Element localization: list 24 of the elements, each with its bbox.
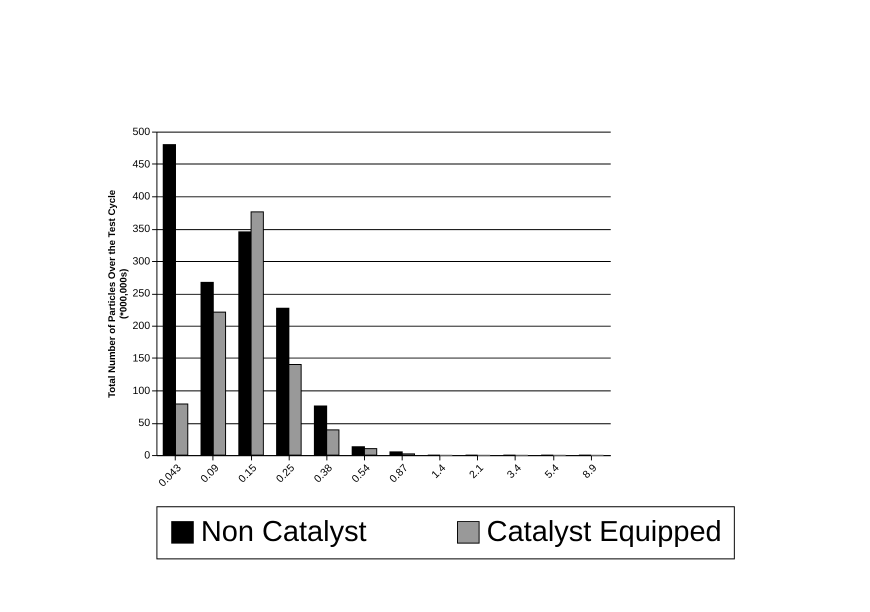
- y-tick-label: 350: [132, 223, 150, 236]
- y-tick-label: 300: [132, 255, 150, 268]
- y-tick-label: 450: [132, 158, 150, 170]
- y-tick-label: 100: [132, 384, 150, 397]
- x-tick-label: 8.9: [580, 462, 600, 482]
- x-tick-label: 0.38: [312, 462, 335, 486]
- y-tick-label: 150: [132, 352, 150, 364]
- x-tick-label: 2.1: [467, 462, 486, 482]
- legend-label: Catalyst Equipped: [486, 516, 722, 548]
- y-tick-label: 200: [132, 320, 150, 332]
- y-axis-title: Total Number of Particles Over the Test Cycle (*000,000s): [107, 189, 130, 398]
- legend-label: Non Catalyst: [200, 516, 367, 548]
- x-tick-label: 0.54: [350, 462, 373, 486]
- y-tick-label: 50: [138, 417, 150, 430]
- x-tick-label: 3.4: [504, 462, 524, 482]
- y-tick-label: 0: [144, 449, 150, 462]
- y-tick-label: 500: [132, 126, 150, 138]
- x-tick-label: 0.15: [236, 462, 260, 486]
- x-tick-label: 5.4: [542, 462, 562, 482]
- y-tick-label: 400: [132, 190, 150, 203]
- x-tick-label: 1.4: [429, 462, 448, 482]
- x-tick-label: 0.25: [274, 462, 298, 486]
- y-tick-label: 250: [132, 288, 150, 300]
- x-tick-label: 0.09: [198, 462, 222, 486]
